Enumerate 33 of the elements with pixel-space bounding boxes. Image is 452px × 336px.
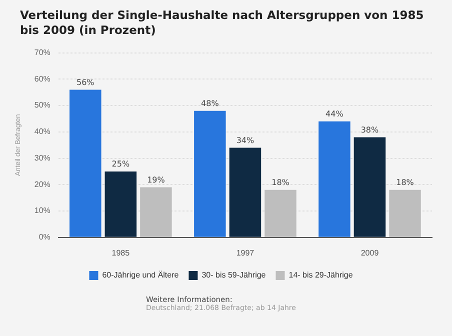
bar	[318, 121, 350, 237]
data-label: 34%	[236, 136, 254, 145]
bar	[354, 137, 386, 237]
data-label: 19%	[147, 175, 166, 184]
y-tick-label: 70%	[34, 48, 50, 58]
data-label: 56%	[76, 78, 95, 87]
y-tick-label: 10%	[34, 206, 50, 216]
data-label: 48%	[201, 98, 220, 108]
x-tick-label: 2009	[360, 248, 380, 258]
x-tick-label: 1997	[236, 248, 255, 258]
data-label: 44%	[326, 109, 344, 118]
y-tick-label: 40%	[34, 127, 50, 136]
data-label: 18%	[272, 178, 290, 188]
bar	[70, 90, 102, 237]
legend-label: 14- bis 29-Jährige	[288, 270, 354, 280]
data-label: 18%	[396, 178, 414, 188]
data-label: 25%	[112, 160, 130, 169]
y-tick-label: 50%	[34, 100, 50, 110]
x-tick-label: 1985	[112, 248, 130, 258]
y-tick-label: 60%	[34, 74, 50, 84]
legend-label: 60-Jährige und Ältere	[102, 270, 180, 280]
legend-label: 30- bis 59-Jährige	[202, 270, 266, 280]
y-tick-label: 30%	[34, 153, 50, 162]
bar	[104, 171, 137, 237]
chart-title: Verteilung der Single-Haushalte nach Altersgruppen von 1985 bis 2009 (in Prozent)	[20, 8, 425, 38]
bar	[194, 110, 226, 237]
bar	[264, 190, 296, 237]
bar	[389, 190, 421, 237]
y-tick-label: 20%	[34, 180, 50, 189]
y-tick-label: 0%	[38, 232, 50, 242]
bar	[140, 187, 172, 237]
bar	[229, 148, 262, 237]
data-label: 38%	[360, 125, 380, 134]
